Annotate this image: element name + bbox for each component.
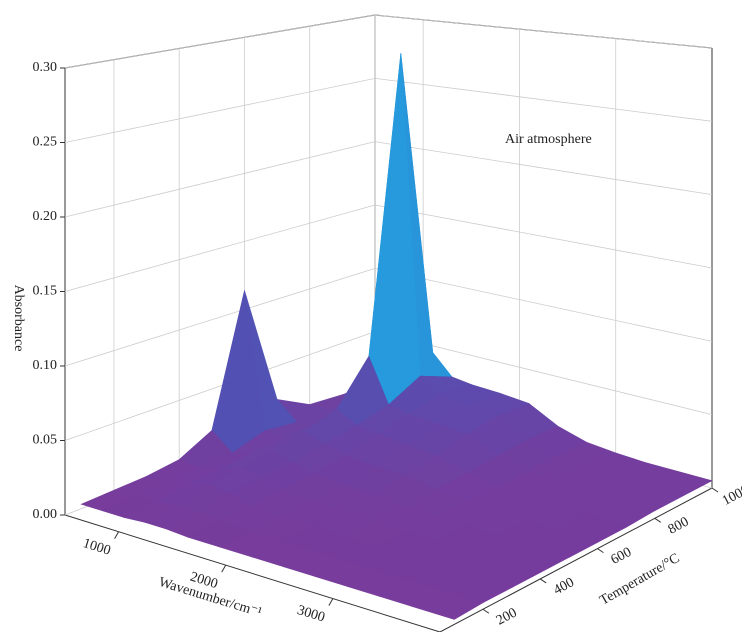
annotation: Air atmosphere [505,132,592,147]
box-edge [64,514,441,632]
grid-line [374,141,713,196]
grid-line [64,77,376,143]
x-tick [221,564,227,573]
grid-line [374,77,713,122]
z-axis-label: Absorbance [11,285,26,352]
y-tick [711,487,719,493]
y-tick-label: 400 [551,575,577,598]
z-tick-label: 0.05 [33,433,58,448]
x-tick-label: 3000 [295,603,326,626]
y-tick-label: 200 [494,605,520,628]
box-edge [439,487,713,632]
y-tick [539,578,547,584]
y-tick-label: 600 [609,545,635,568]
grid-line [64,267,376,367]
grid-line [374,267,713,342]
z-tick-label: 0.25 [33,135,58,150]
y-tick [597,548,604,554]
grid-line [64,14,376,69]
grid-line [64,331,376,441]
y-tick-label: 800 [666,515,692,538]
z-tick-label: 0.15 [33,284,58,299]
x-tick-label: 1000 [81,536,112,559]
surface-patch [410,589,484,620]
grid-line [374,14,713,49]
grid-line [374,204,713,269]
x-tick [114,531,120,539]
y-tick [654,517,662,523]
z-tick-label: 0.00 [33,507,58,522]
z-tick-label: 0.10 [33,358,58,373]
z-tick-label: 0.30 [33,60,58,75]
y-tick-label: 1000 [720,483,742,509]
grid-line [64,141,376,218]
y-tick [482,608,490,614]
z-tick-label: 0.20 [33,209,58,224]
x-tick [328,598,334,606]
grid-line [64,204,376,292]
